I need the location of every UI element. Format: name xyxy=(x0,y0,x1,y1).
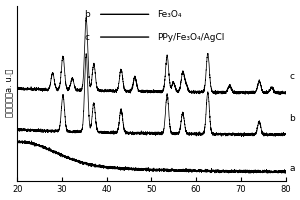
Text: b: b xyxy=(84,10,90,19)
Text: Fe₃O₄: Fe₃O₄ xyxy=(157,10,181,19)
Text: c: c xyxy=(85,33,90,42)
Text: PPy/Fe₃O₄/AgCl: PPy/Fe₃O₄/AgCl xyxy=(157,33,224,42)
Text: a: a xyxy=(289,164,295,173)
Y-axis label: 累积強度（a. u.）: 累积強度（a. u.） xyxy=(6,69,15,117)
Text: b: b xyxy=(289,114,295,123)
Text: c: c xyxy=(289,72,294,81)
